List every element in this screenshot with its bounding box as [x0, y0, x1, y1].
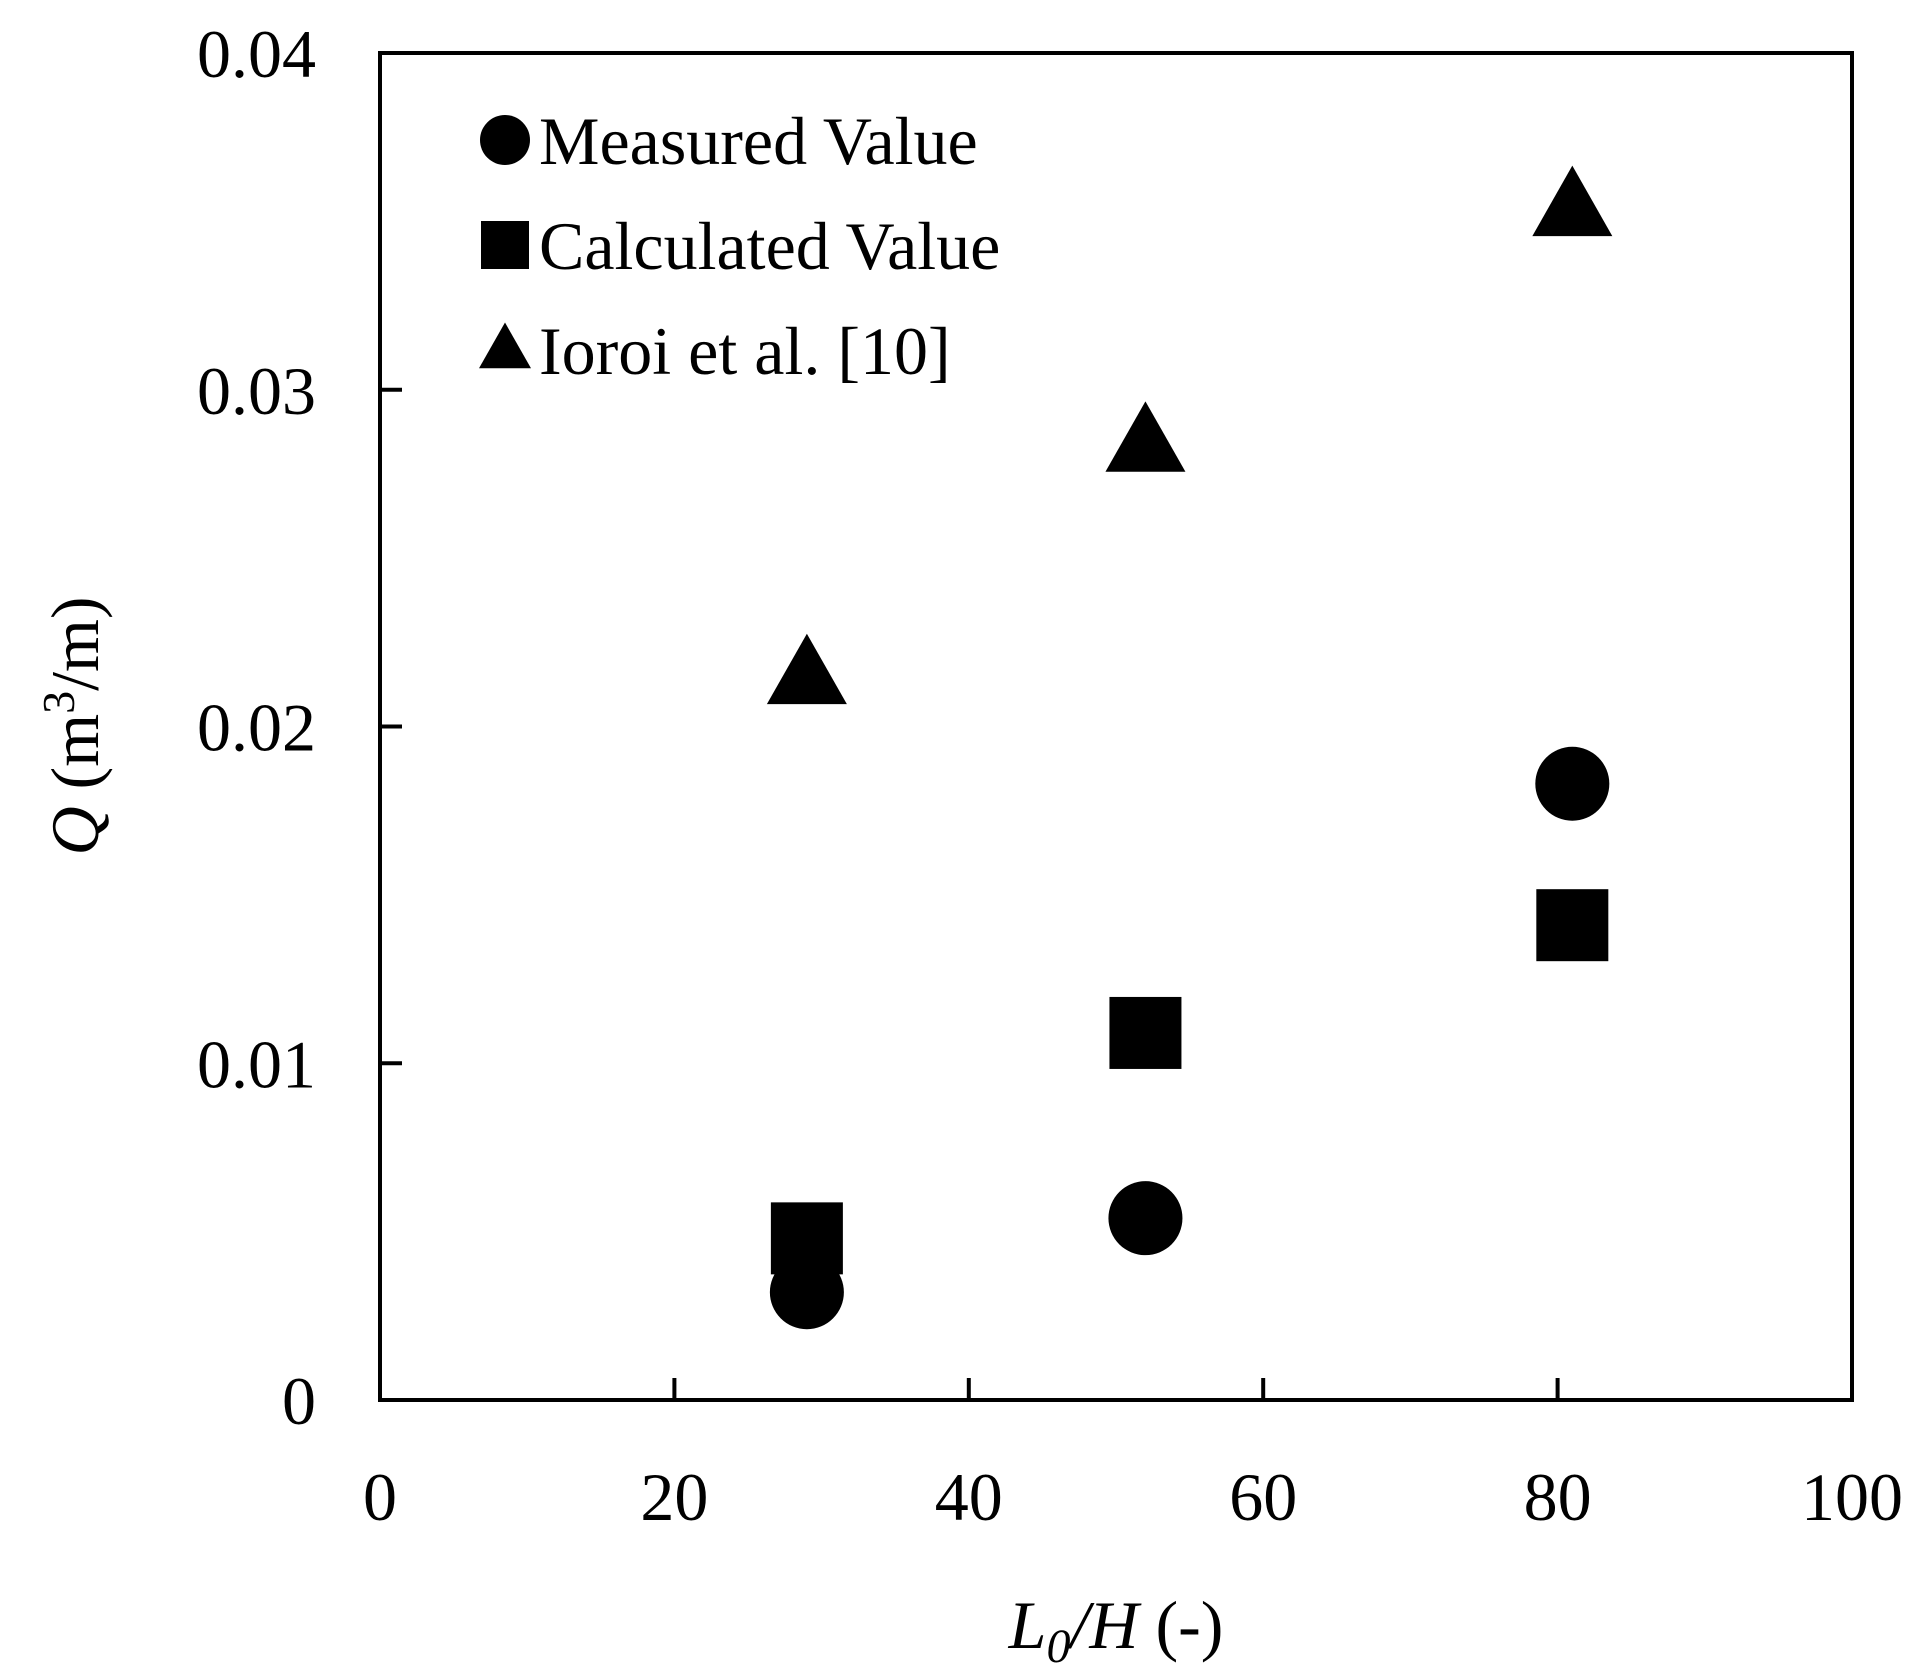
legend-label: Measured Value	[539, 103, 978, 179]
y-axis-ticks: 0 0.01 0.02 0.03 0.04	[197, 16, 402, 1439]
y-axis-title: Q (m3/m)	[33, 596, 113, 855]
y-tick-label: 0.04	[197, 16, 316, 92]
y-tick-label: 0.03	[197, 353, 316, 429]
x-tick-label: 100	[1801, 1459, 1903, 1535]
circle-marker	[1108, 1181, 1183, 1256]
legend-label: Calculated Value	[539, 208, 1000, 284]
x-axis-ticks: 0 20 40 60 80 100	[363, 1378, 1903, 1535]
triangle-marker	[1532, 165, 1613, 237]
y-tick-label: 0.01	[197, 1026, 316, 1102]
y-tick-label: 0.02	[197, 690, 316, 766]
legend-circle-marker	[480, 115, 530, 165]
triangle-marker	[1105, 401, 1186, 472]
square-marker	[770, 1202, 843, 1275]
data-markers	[766, 165, 1613, 1330]
x-axis-title: L0/H (-)	[1008, 1587, 1224, 1664]
x-tick-label: 80	[1524, 1459, 1592, 1535]
square-marker	[1109, 996, 1182, 1069]
triangle-marker	[766, 633, 847, 705]
circle-marker	[1535, 746, 1610, 821]
x-tick-label: 60	[1229, 1459, 1297, 1535]
legend-square-marker	[481, 221, 529, 269]
legend-label: Ioroi et al. [10]	[539, 313, 951, 389]
legend: Measured Value Calculated Value Ioroi et a…	[479, 103, 1000, 389]
y-tick-label: 0	[282, 1363, 316, 1439]
x-tick-label: 40	[935, 1459, 1003, 1535]
square-marker	[1536, 889, 1609, 962]
x-tick-label: 20	[640, 1459, 708, 1535]
legend-triangle-marker	[479, 322, 531, 369]
x-tick-label: 0	[363, 1459, 397, 1535]
